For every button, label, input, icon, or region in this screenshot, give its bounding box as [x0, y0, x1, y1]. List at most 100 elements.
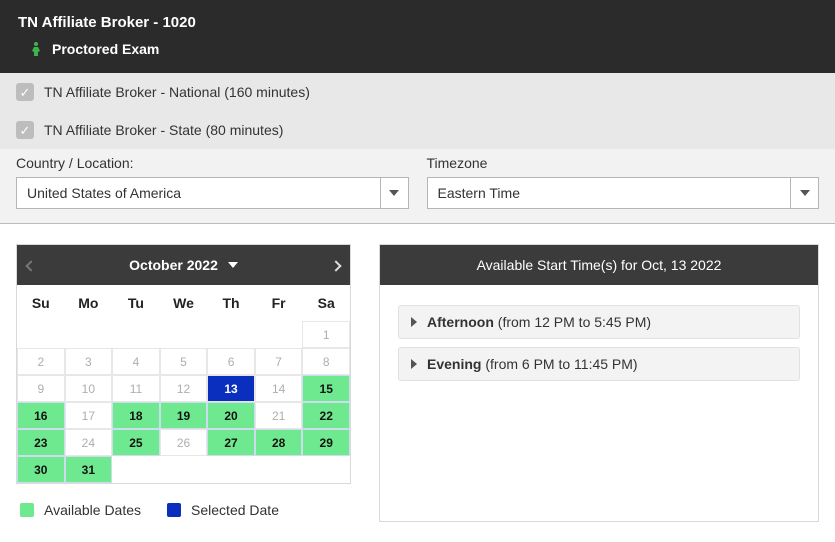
chevron-right-icon: [411, 359, 417, 369]
calendar-grid: 1234567891011121314151617181920212223242…: [17, 321, 350, 483]
timezone-select[interactable]: Eastern Time: [427, 177, 820, 209]
calendar-day[interactable]: 20: [207, 402, 255, 429]
calendar-day: 8: [302, 348, 350, 375]
month-label: October 2022: [129, 257, 218, 273]
country-label: Country / Location:: [16, 155, 409, 171]
exam-option-state[interactable]: ✓ TN Affiliate Broker - State (80 minute…: [0, 111, 835, 149]
calendar-cell-empty: [255, 456, 303, 483]
calendar-day[interactable]: 29: [302, 429, 350, 456]
time-slot-label: Afternoon (from 12 PM to 5:45 PM): [427, 314, 651, 330]
timezone-label: Timezone: [427, 155, 820, 171]
calendar-day: 6: [207, 348, 255, 375]
calendar-day: 24: [65, 429, 113, 456]
calendar-day[interactable]: 18: [112, 402, 160, 429]
chevron-down-icon: [228, 262, 238, 268]
time-slot[interactable]: Afternoon (from 12 PM to 5:45 PM): [398, 305, 800, 339]
calendar-day: 26: [160, 429, 208, 456]
timezone-field: Timezone Eastern Time: [427, 155, 820, 209]
chevron-down-icon: [389, 190, 399, 196]
weekday-label: Sa: [302, 285, 350, 321]
calendar-cell-empty: [17, 321, 65, 348]
calendar-day[interactable]: 13: [207, 375, 255, 402]
country-select[interactable]: United States of America: [16, 177, 409, 209]
time-slot-list: Afternoon (from 12 PM to 5:45 PM) Evening…: [380, 285, 818, 401]
calendar-day[interactable]: 23: [17, 429, 65, 456]
header-subtitle-row: Proctored Exam: [18, 41, 817, 57]
month-selector[interactable]: October 2022: [129, 257, 238, 273]
proctor-icon: [28, 41, 44, 57]
calendar-cell-empty: [160, 456, 208, 483]
chevron-left-icon: [25, 260, 36, 271]
exam-option-label: TN Affiliate Broker - National (160 minu…: [44, 84, 310, 100]
main-content: October 2022 SuMoTuWeThFrSa 123456789101…: [0, 224, 835, 542]
calendar-day: 3: [65, 348, 113, 375]
chevron-right-icon: [330, 260, 341, 271]
page-title: TN Affiliate Broker - 1020: [18, 14, 817, 31]
calendar-day[interactable]: 15: [302, 375, 350, 402]
dropdown-button[interactable]: [380, 178, 408, 208]
calendar-header: October 2022: [17, 245, 350, 285]
available-times-panel: Available Start Time(s) for Oct, 13 2022…: [379, 244, 819, 522]
location-timezone-row: Country / Location: United States of Ame…: [0, 149, 835, 223]
calendar-day[interactable]: 27: [207, 429, 255, 456]
page-header: TN Affiliate Broker - 1020 Proctored Exa…: [0, 0, 835, 73]
legend-available-label: Available Dates: [44, 502, 141, 518]
time-slot[interactable]: Evening (from 6 PM to 11:45 PM): [398, 347, 800, 381]
calendar-day: 12: [160, 375, 208, 402]
calendar-cell-empty: [302, 456, 350, 483]
weekday-label: Mo: [65, 285, 113, 321]
calendar-day: 1: [302, 321, 350, 348]
calendar-day: 4: [112, 348, 160, 375]
header-subtitle: Proctored Exam: [52, 41, 159, 57]
exam-option-national[interactable]: ✓ TN Affiliate Broker - National (160 mi…: [0, 73, 835, 111]
calendar-cell-empty: [65, 321, 113, 348]
calendar-day: 9: [17, 375, 65, 402]
country-value: United States of America: [27, 185, 181, 201]
weekday-label: Su: [17, 285, 65, 321]
dropdown-button[interactable]: [790, 178, 818, 208]
legend-swatch-available: [20, 503, 34, 517]
calendar-day[interactable]: 31: [65, 456, 113, 483]
calendar-cell-empty: [207, 321, 255, 348]
calendar-day: 7: [255, 348, 303, 375]
weekday-label: Fr: [255, 285, 303, 321]
timezone-value: Eastern Time: [438, 185, 520, 201]
weekday-row: SuMoTuWeThFrSa: [17, 285, 350, 321]
calendar-day[interactable]: 25: [112, 429, 160, 456]
legend-selected-label: Selected Date: [191, 502, 279, 518]
exam-option-label: TN Affiliate Broker - State (80 minutes): [44, 122, 283, 138]
calendar-day: 21: [255, 402, 303, 429]
calendar-cell-empty: [112, 321, 160, 348]
checkbox-checked-icon: ✓: [16, 121, 34, 139]
exam-options: ✓ TN Affiliate Broker - National (160 mi…: [0, 73, 835, 224]
country-field: Country / Location: United States of Ame…: [16, 155, 427, 209]
calendar-day: 5: [160, 348, 208, 375]
calendar-day: 17: [65, 402, 113, 429]
calendar-cell-empty: [160, 321, 208, 348]
weekday-label: We: [160, 285, 208, 321]
calendar-day[interactable]: 22: [302, 402, 350, 429]
legend-swatch-selected: [167, 503, 181, 517]
calendar-column: October 2022 SuMoTuWeThFrSa 123456789101…: [16, 244, 351, 522]
next-month-button[interactable]: [332, 257, 340, 273]
weekday-label: Tu: [112, 285, 160, 321]
calendar-cell-empty: [112, 456, 160, 483]
calendar-day[interactable]: 28: [255, 429, 303, 456]
available-times-heading: Available Start Time(s) for Oct, 13 2022: [380, 245, 818, 285]
calendar-legend: Available Dates Selected Date: [16, 484, 351, 522]
calendar-day[interactable]: 19: [160, 402, 208, 429]
calendar-cell-empty: [207, 456, 255, 483]
calendar-day: 11: [112, 375, 160, 402]
calendar-day: 10: [65, 375, 113, 402]
calendar-day[interactable]: 16: [17, 402, 65, 429]
checkbox-checked-icon: ✓: [16, 83, 34, 101]
time-slot-label: Evening (from 6 PM to 11:45 PM): [427, 356, 638, 372]
chevron-down-icon: [800, 190, 810, 196]
chevron-right-icon: [411, 317, 417, 327]
calendar-day[interactable]: 30: [17, 456, 65, 483]
calendar-cell-empty: [255, 321, 303, 348]
prev-month-button[interactable]: [27, 257, 35, 273]
calendar: October 2022 SuMoTuWeThFrSa 123456789101…: [16, 244, 351, 484]
calendar-day: 14: [255, 375, 303, 402]
calendar-day: 2: [17, 348, 65, 375]
